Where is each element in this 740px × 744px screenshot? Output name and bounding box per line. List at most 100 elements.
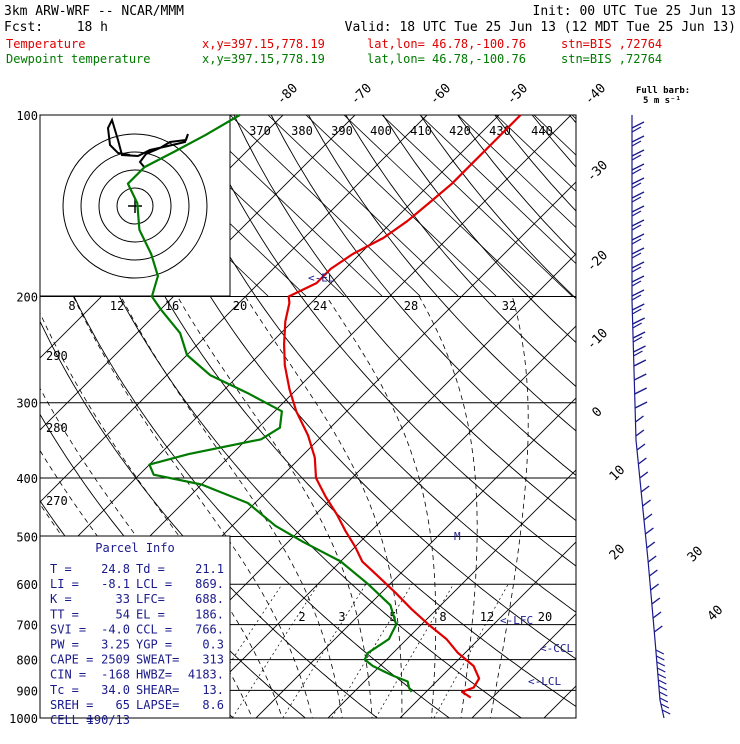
wind-barb-low <box>659 692 667 696</box>
wind-speed-label: 28 <box>404 299 418 313</box>
parcel-info-label: K = <box>50 592 72 606</box>
theta-e-label: 440 <box>531 124 553 138</box>
parcel-info-label: TT = <box>50 607 79 621</box>
fcst-value: 18 h <box>77 20 108 35</box>
isotherm-label: -80 <box>274 81 301 108</box>
pressure-tick-label: 400 <box>16 472 38 486</box>
isotherm-label: -40 <box>582 81 609 108</box>
wind-barb <box>633 332 645 338</box>
temp-xy: x,y=397.15,778.19 <box>202 37 325 51</box>
init-time: Init: 00 UTC Tue 25 Jun 13 <box>533 4 737 19</box>
dew-xy: x,y=397.15,778.19 <box>202 52 325 66</box>
wind-barb-low <box>658 680 666 684</box>
dry-adiabat-line <box>309 115 740 731</box>
pressure-tick-label: 800 <box>16 654 38 668</box>
theta-e-label: 390 <box>331 124 353 138</box>
wind-speed-label: 20 <box>233 299 247 313</box>
wind-key-line2: 5 m s⁻¹ <box>643 96 681 106</box>
parcel-info-value: 3.25 <box>101 638 130 652</box>
wind-barb <box>641 486 649 492</box>
parcel-info-value: 190/13 <box>87 713 130 727</box>
pressure-tick-label: 300 <box>16 397 38 411</box>
parcel-info-label: SWEAT= <box>136 653 179 667</box>
mixing-ratio-line <box>232 584 318 718</box>
wind-barb <box>633 346 645 352</box>
parcel-info-value: 4183. <box>188 668 224 682</box>
wind-barb <box>632 192 644 198</box>
temp-latlon: lat,lon= 46.78,-100.76 <box>367 37 526 51</box>
wind-barb <box>632 304 644 310</box>
dry-adiabat-line <box>346 115 740 731</box>
mixing-ratio-line <box>376 584 454 718</box>
parcel-info-label: CIN = <box>50 668 86 682</box>
parcel-info-label: SVI = <box>50 622 86 636</box>
isotherm-label: -30 <box>584 158 611 185</box>
parcel-info-value: 24.8 <box>101 562 130 576</box>
wind-barb <box>632 136 644 142</box>
wind-barb-low <box>660 698 668 702</box>
parcel-info-value: 21.1 <box>195 562 224 576</box>
parcel-info-label: SREH = <box>50 698 93 712</box>
wind-speed-label: 32 <box>502 299 516 313</box>
parcel-info-value: 313 <box>202 653 224 667</box>
parcel-info-label: HWBZ= <box>136 668 172 682</box>
isotherm-label: -50 <box>504 81 531 108</box>
parcel-info-label: T = <box>50 562 72 576</box>
pressure-tick-label: 600 <box>16 578 38 592</box>
parcel-info-value: -4.0 <box>101 622 130 636</box>
parcel-info-value: 766. <box>195 622 224 636</box>
moist-adiabat-line <box>488 297 528 731</box>
theta-e-line <box>686 115 740 296</box>
theta-e-label: 380 <box>291 124 313 138</box>
theta-e-label: 370 <box>249 124 271 138</box>
isotherm-label: 40 <box>705 603 727 625</box>
wind-barb <box>632 290 644 296</box>
parcel-info-value: 688. <box>195 592 224 606</box>
parcel-info-value: 65 <box>116 698 130 712</box>
parcel-info-value: 13. <box>202 683 224 697</box>
theta-e-line <box>724 115 740 296</box>
wind-key-line1: Full barb: <box>636 86 690 96</box>
dry-adiabat-label: 290 <box>46 349 68 363</box>
dew-station: stn=BIS ,72764 <box>561 52 662 66</box>
parcel-info-value: 8.6 <box>202 698 224 712</box>
pressure-tick-label: 900 <box>16 684 38 698</box>
wind-barb <box>643 500 651 506</box>
wind-barb <box>654 626 662 632</box>
wind-barb <box>637 444 645 450</box>
wind-barb <box>636 430 644 436</box>
parcel-info-value: 869. <box>195 577 224 591</box>
wind-barb <box>635 388 647 394</box>
moist-adiabat-line <box>245 297 402 731</box>
wind-barb-low <box>657 668 665 672</box>
isotherm-line <box>184 115 740 718</box>
wind-barb <box>632 220 644 226</box>
model-title: 3km ARW-WRF -- NCAR/MMM <box>4 4 184 19</box>
level-annotation: <-CCL <box>540 642 573 655</box>
theta-e-line <box>420 115 610 296</box>
isotherm-line <box>400 115 740 718</box>
isotherm-line <box>328 115 740 718</box>
theta-e-line <box>230 115 420 296</box>
theta-e-line <box>610 115 740 296</box>
isotherm-label: 30 <box>685 544 707 566</box>
wind-barb-low <box>659 686 667 690</box>
wind-barb <box>634 374 646 380</box>
parcel-info-label: LI = <box>50 577 79 591</box>
valid-time: Valid: 18 UTC Tue 25 Jun 13 (12 MDT Tue … <box>345 20 736 35</box>
dry-adiabat-line <box>271 115 740 731</box>
dry-adiabat-line <box>197 115 740 731</box>
theta-e-line <box>534 115 724 296</box>
pressure-tick-label: 700 <box>16 619 38 633</box>
isotherm-label: -20 <box>584 248 611 275</box>
legend-temperature: Temperature <box>6 37 85 51</box>
freezing-level-marker: M <box>454 530 461 543</box>
parcel-info-title: Parcel Info <box>95 541 174 555</box>
pressure-tick-label: 500 <box>16 530 38 544</box>
isotherm-line <box>616 115 740 718</box>
theta-e-line <box>268 115 458 296</box>
wind-barb <box>647 542 655 548</box>
parcel-info-value: 33 <box>116 592 130 606</box>
